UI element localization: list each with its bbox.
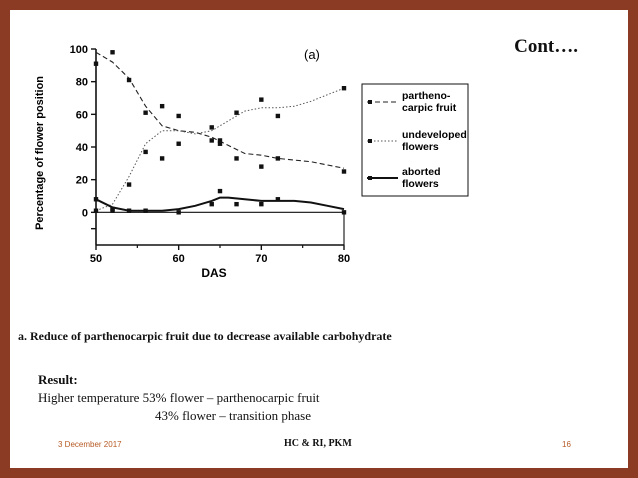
legend-label: carpic fruit xyxy=(402,102,457,114)
figure-caption: a. Reduce of parthenocarpic fruit due to… xyxy=(18,329,392,343)
footer-date: 3 December 2017 xyxy=(58,440,122,449)
y-tick-label: 100 xyxy=(70,44,88,56)
data-point xyxy=(209,125,214,130)
data-point xyxy=(234,201,239,207)
x-tick-label: 50 xyxy=(90,253,102,265)
legend-label: partheno- xyxy=(402,90,451,102)
data-point xyxy=(209,201,214,207)
data-point xyxy=(159,103,165,109)
data-point xyxy=(275,113,281,119)
data-point xyxy=(110,206,115,212)
data-point xyxy=(93,197,99,202)
data-point xyxy=(176,210,181,215)
chart-axes: 0 20 40 60 80 100 50 60 70 80 xyxy=(70,44,350,265)
data-point xyxy=(259,97,264,102)
y-tick-label: 80 xyxy=(76,77,88,89)
result-line-2: 43% flower – transition phase xyxy=(155,408,311,423)
x-tick-label: 70 xyxy=(255,253,267,265)
y-tick-label: 60 xyxy=(76,109,88,121)
data-point xyxy=(275,197,281,202)
data-point xyxy=(341,210,347,215)
chart-series xyxy=(93,50,347,215)
data-point xyxy=(217,141,223,146)
data-point xyxy=(143,208,148,213)
data-point xyxy=(341,86,347,91)
result-line-1: Higher temperature 53% flower – partheno… xyxy=(38,390,320,405)
data-point xyxy=(93,208,99,213)
x-tick-label: 60 xyxy=(173,253,185,265)
panel-label: (a) xyxy=(304,47,320,62)
y-tick-label: 40 xyxy=(76,142,88,154)
legend-label: flowers xyxy=(402,141,439,153)
data-point xyxy=(275,156,281,161)
x-axis-label: DAS xyxy=(201,266,226,280)
page-number: 16 xyxy=(562,440,571,449)
y-tick-label: 20 xyxy=(76,175,88,187)
result-label: Result: xyxy=(38,372,78,387)
slide-title: Cont…. xyxy=(514,36,578,57)
data-point xyxy=(259,164,264,169)
legend-label: aborted xyxy=(402,166,441,178)
data-point xyxy=(176,141,181,146)
slide: Cont…. 0 20 40 60 80 100 50 60 70 80 partheno-car… xyxy=(10,10,628,468)
data-point xyxy=(143,110,148,115)
series-line-3 xyxy=(95,196,345,212)
chart: 0 20 40 60 80 100 50 60 70 80 partheno-carpic fru… xyxy=(34,44,469,280)
data-point xyxy=(110,50,115,55)
data-point xyxy=(341,169,347,174)
chart-legend: partheno-carpic fruitundevelopedflowersa… xyxy=(361,83,469,197)
legend-box xyxy=(361,83,469,197)
series-line-1 xyxy=(95,51,345,169)
data-point xyxy=(126,182,132,187)
data-point xyxy=(209,138,214,143)
y-axis-label: Percentage of flower position xyxy=(34,76,46,230)
legend-marker xyxy=(368,100,372,104)
data-point xyxy=(126,77,132,83)
y-tick-label: 0 xyxy=(82,207,88,219)
data-point xyxy=(176,113,181,119)
data-point xyxy=(217,188,223,194)
x-tick-label: 80 xyxy=(338,253,350,265)
data-point xyxy=(126,208,132,213)
data-point xyxy=(217,138,223,143)
data-point xyxy=(143,149,148,155)
data-point xyxy=(93,61,99,66)
data-point xyxy=(234,110,239,115)
legend-label: undeveloped xyxy=(402,129,467,141)
data-point xyxy=(234,156,239,161)
legend-marker xyxy=(368,176,372,180)
data-point xyxy=(159,156,165,161)
data-point xyxy=(259,201,264,207)
footer-center: HC & RI, PKM xyxy=(284,438,352,449)
legend-label: flowers xyxy=(402,178,439,190)
legend-marker xyxy=(368,139,372,143)
